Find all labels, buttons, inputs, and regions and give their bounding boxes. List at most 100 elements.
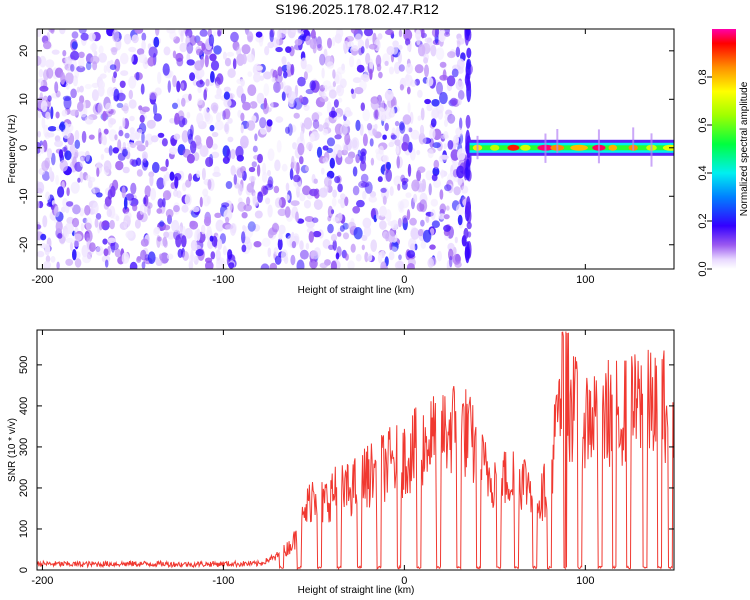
noise-blob [215,219,225,232]
noise-blob [305,35,311,46]
noise-blob [259,117,267,129]
noise-blob [446,259,452,269]
noise-blob [425,215,429,222]
noise-blob [167,231,175,240]
noise-blob [420,107,425,121]
noise-blob [330,233,338,242]
noise-blob [351,137,360,151]
spectrogram-y-axis-label: Frequency (Hz) [7,115,18,184]
noise-blob [388,66,395,75]
noise-blob [360,182,370,188]
noise-blob [114,134,118,141]
noise-blob [446,75,456,87]
noise-blob [57,233,63,239]
noise-blob [364,251,369,263]
colorbar-tick-label: 0.6 [697,117,709,132]
noise-blob [189,72,196,82]
noise-blob [78,56,85,68]
noise-blob [310,250,319,260]
noise-blob [227,249,233,260]
noise-blob [397,183,401,191]
noise-blob [50,256,56,263]
noise-blob [54,140,64,148]
noise-edge-blob [465,78,471,91]
noise-blob [45,111,51,120]
noise-blob [246,241,253,251]
noise-blob [433,159,440,169]
noise-blob [277,66,283,77]
noise-blob [322,157,329,164]
noise-blob [279,81,284,90]
noise-blob [328,89,337,99]
noise-blob [115,160,124,171]
noise-blob [77,177,81,183]
noise-blob [139,114,145,123]
noise-blob [275,116,284,123]
noise-blob [96,167,100,177]
noise-blob [241,44,251,55]
noise-blob [43,40,52,50]
noise-blob [299,192,306,202]
noise-blob [209,124,215,132]
noise-blob [120,70,129,76]
noise-blob [68,59,77,71]
noise-blob [84,150,90,162]
noise-blob [303,199,312,209]
noise-blob [109,108,116,115]
noise-blob [147,251,156,264]
noise-blob [379,205,387,217]
noise-blob [398,64,405,72]
noise-blob [327,37,332,49]
noise-blob [331,36,336,47]
noise-blob [283,256,289,264]
noise-blob [196,80,205,88]
noise-blob [84,116,94,125]
noise-blob [216,112,222,123]
noise-blob [44,243,51,256]
noise-blob [180,82,185,90]
noise-blob [117,139,122,152]
noise-blob [39,85,49,92]
noise-blob [431,174,438,182]
noise-blob [297,76,306,87]
noise-blob [326,101,332,114]
noise-blob [440,169,445,179]
noise-blob [188,93,192,102]
noise-blob [365,52,371,65]
noise-blob [84,205,91,216]
noise-blob [128,89,133,100]
noise-blob [311,112,320,123]
noise-blob [300,57,307,70]
noise-blob [60,72,66,85]
noise-blob [70,50,80,61]
noise-blob [39,80,44,87]
noise-blob [196,228,201,241]
noise-blob [264,46,270,56]
noise-blob [50,106,54,120]
noise-blob [342,232,350,240]
noise-blob [138,53,148,64]
noise-blob [65,82,70,90]
noise-blob [123,220,128,229]
noise-blob [296,259,305,269]
noise-blob [456,148,466,161]
noise-blob [254,198,259,205]
noise-blob [453,186,461,196]
noise-blob [293,174,301,183]
noise-blob [145,140,149,148]
noise-blob [319,95,329,103]
noise-blob [273,247,279,255]
noise-blob [226,51,235,57]
noise-blob [45,59,55,69]
noise-blob [457,214,463,226]
noise-blob [443,143,447,150]
noise-blob [40,233,47,241]
noise-blob [119,80,126,89]
noise-blob [327,223,334,234]
noise-blob [352,166,358,177]
noise-blob [169,171,175,181]
noise-blob [391,45,399,55]
noise-blob [432,142,441,149]
noise-blob [313,178,318,184]
noise-blob [39,92,44,101]
